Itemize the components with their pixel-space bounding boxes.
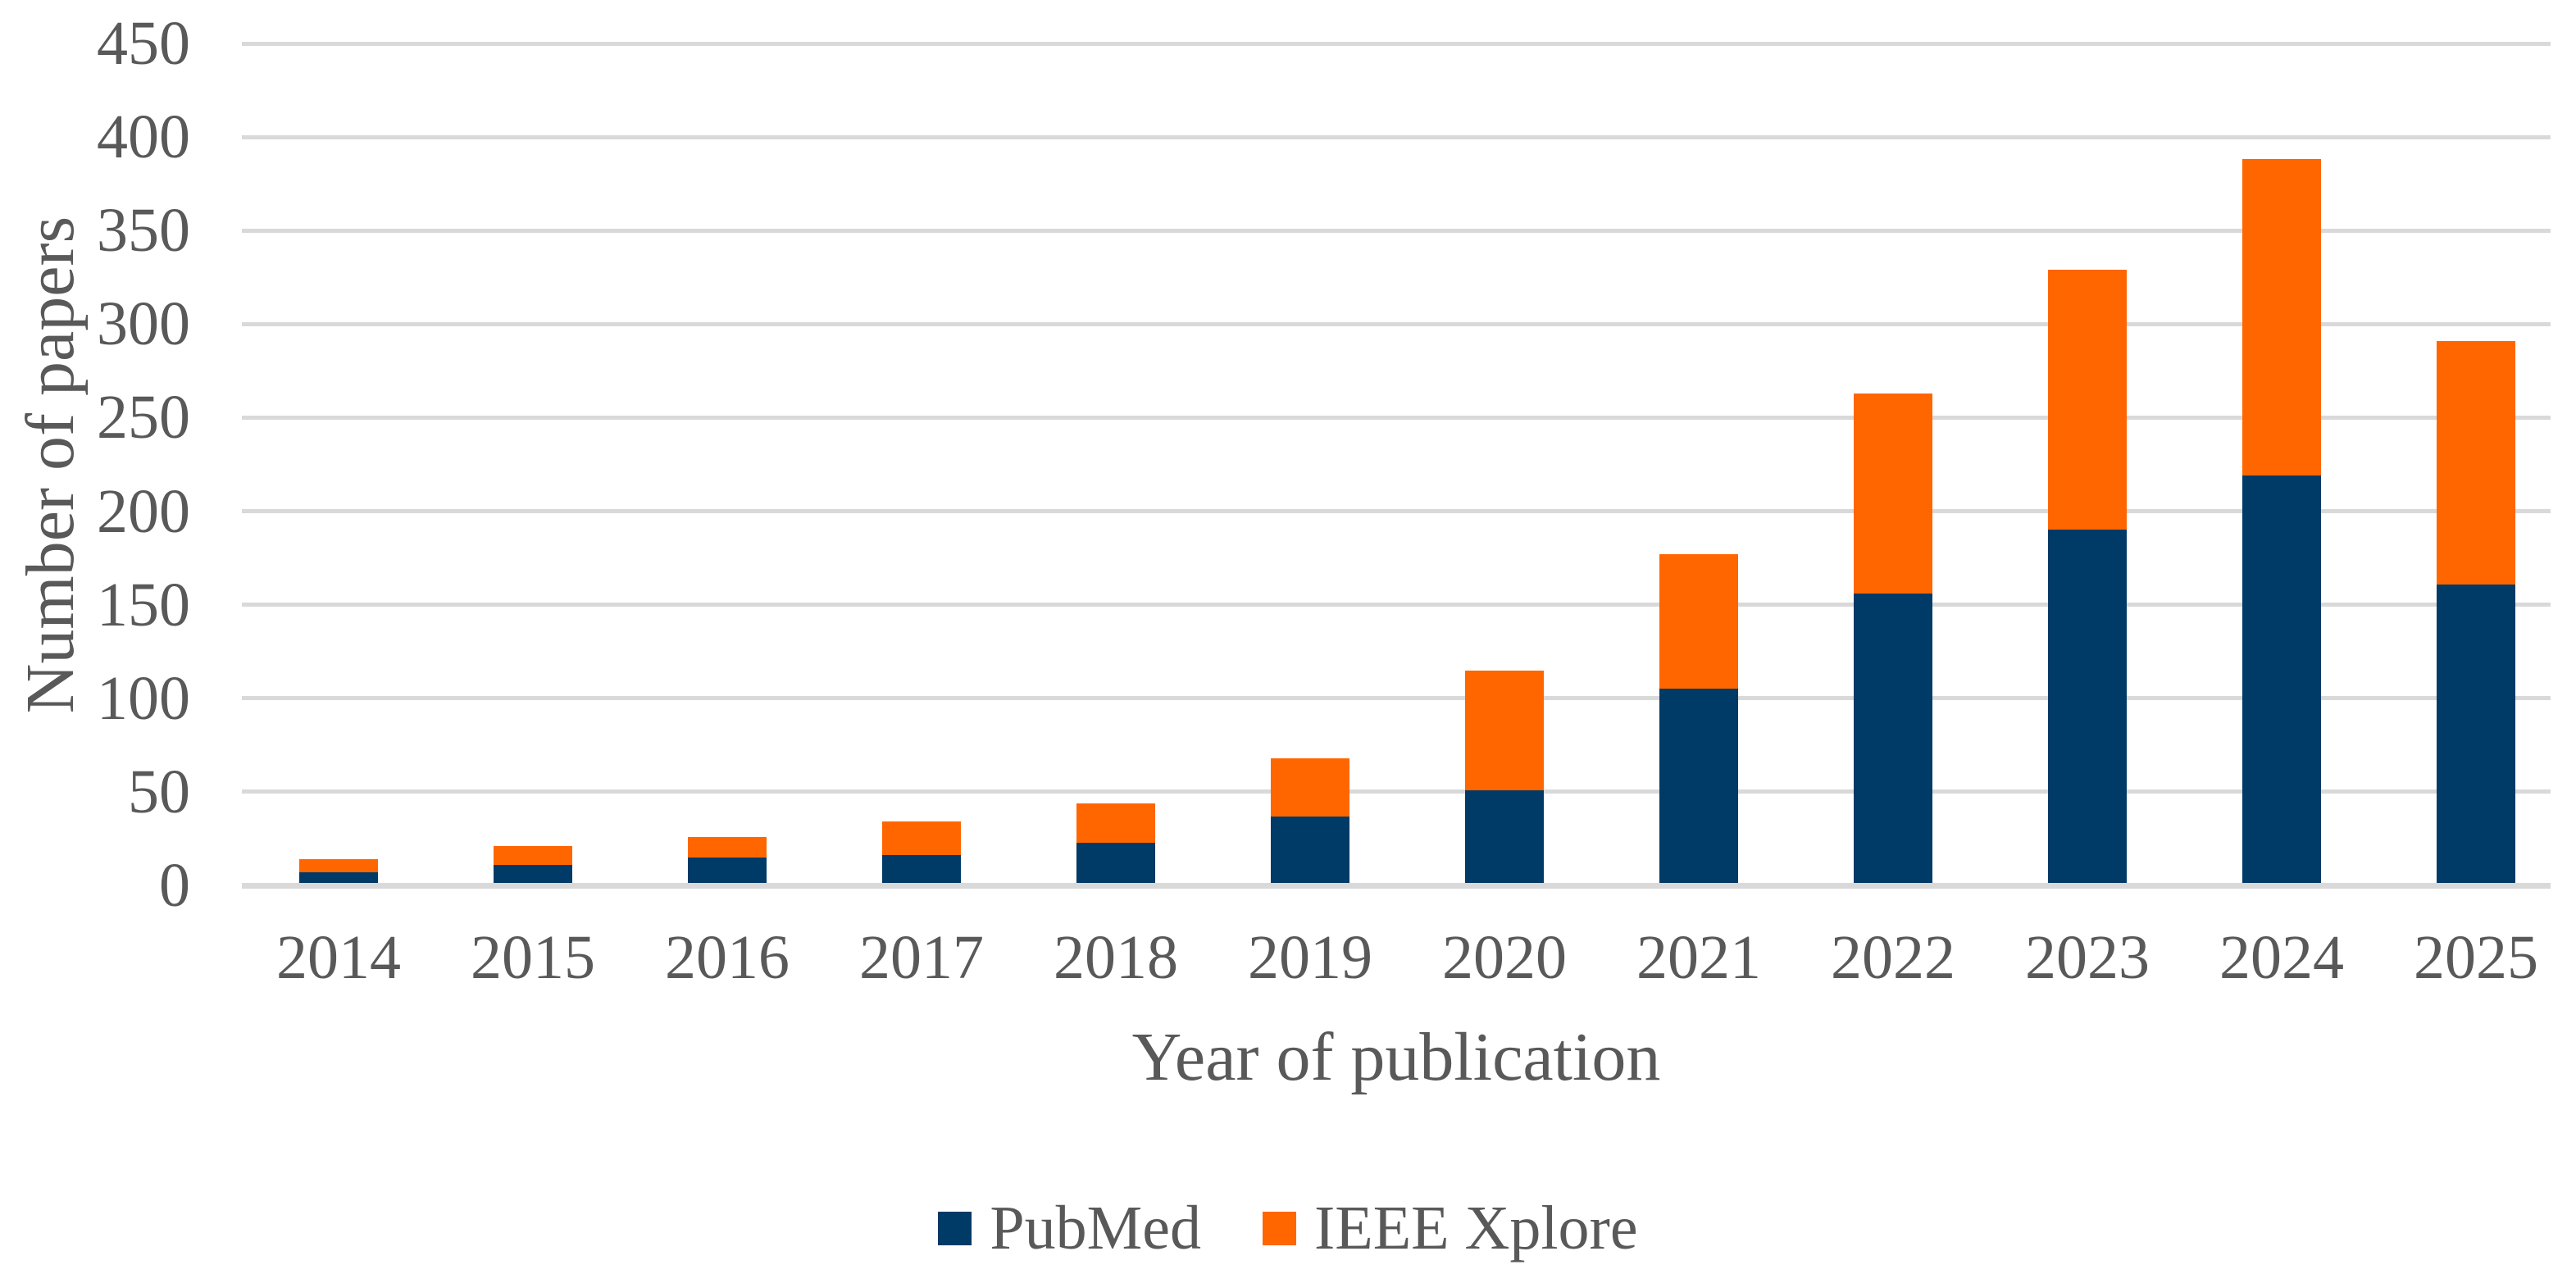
bar-ieee-xplore-2017	[882, 821, 961, 856]
y-tick-label-200: 200	[97, 476, 190, 546]
bar-pubmed-2024	[2242, 475, 2321, 885]
gridline-50	[242, 789, 2551, 794]
x-tick-label-2023: 2023	[2025, 923, 2150, 992]
gridline-150	[242, 603, 2551, 607]
legend-swatch-pubmed	[938, 1211, 972, 1245]
bar-pubmed-2018	[1076, 842, 1155, 885]
legend-label-pubmed: PubMed	[990, 1194, 1201, 1263]
bar-ieee-xplore-2014	[299, 859, 378, 873]
y-axis-title: Number of papers	[12, 216, 89, 714]
x-tick-label-2019: 2019	[1248, 923, 1372, 992]
gridline-100	[242, 696, 2551, 701]
bar-pubmed-2019	[1271, 816, 1349, 885]
legend-label-ieee-xplore: IEEE Xplore	[1313, 1194, 1638, 1263]
bar-ieee-xplore-2020	[1465, 670, 1544, 790]
bar-pubmed-2017	[882, 855, 961, 885]
gridline-200	[242, 509, 2551, 514]
y-tick-label-400: 400	[97, 102, 190, 172]
x-tick-label-2025: 2025	[2414, 923, 2538, 992]
gridline-300	[242, 321, 2551, 326]
y-tick-label-300: 300	[97, 289, 190, 359]
legend-swatch-ieee-xplore	[1262, 1211, 1296, 1245]
bar-pubmed-2025	[2437, 584, 2515, 885]
bar-ieee-xplore-2018	[1076, 803, 1155, 843]
x-tick-label-2016: 2016	[665, 923, 790, 992]
bar-ieee-xplore-2015	[494, 846, 572, 865]
gridline-400	[242, 134, 2551, 139]
x-axis-title: Year of publication	[1131, 1019, 1661, 1095]
bar-pubmed-2022	[1854, 593, 1932, 885]
y-tick-label-0: 0	[159, 851, 190, 920]
bar-pubmed-2014	[299, 872, 378, 885]
x-tick-label-2015: 2015	[471, 923, 595, 992]
x-tick-label-2022: 2022	[1831, 923, 1955, 992]
bar-pubmed-2023	[2048, 530, 2127, 885]
x-axis-line	[242, 882, 2551, 889]
legend: PubMed IEEE Xplore	[0, 1190, 2576, 1266]
bar-ieee-xplore-2021	[1659, 554, 1738, 689]
bar-ieee-xplore-2024	[2242, 159, 2321, 476]
x-tick-label-2018: 2018	[1054, 923, 1178, 992]
bar-pubmed-2020	[1465, 789, 1544, 885]
x-tick-label-2017: 2017	[859, 923, 984, 992]
bar-pubmed-2021	[1659, 689, 1738, 885]
x-tick-label-2020: 2020	[1442, 923, 1567, 992]
y-tick-label-50: 50	[128, 757, 190, 826]
gridline-350	[242, 228, 2551, 233]
y-tick-label-450: 450	[97, 9, 190, 78]
bar-ieee-xplore-2022	[1854, 393, 1932, 594]
bar-pubmed-2015	[494, 864, 572, 885]
bar-ieee-xplore-2016	[688, 836, 767, 858]
bar-ieee-xplore-2023	[2048, 270, 2127, 530]
x-tick-label-2024: 2024	[2219, 923, 2344, 992]
x-tick-label-2021: 2021	[1636, 923, 1761, 992]
y-tick-label-100: 100	[97, 663, 190, 733]
gridline-450	[242, 41, 2551, 46]
bar-ieee-xplore-2025	[2437, 340, 2515, 585]
bar-pubmed-2016	[688, 857, 767, 885]
y-tick-label-350: 350	[97, 196, 190, 266]
bar-ieee-xplore-2019	[1271, 758, 1349, 817]
y-tick-label-250: 250	[97, 383, 190, 453]
x-tick-label-2014: 2014	[276, 923, 401, 992]
y-tick-label-150: 150	[97, 570, 190, 639]
gridline-250	[242, 415, 2551, 420]
